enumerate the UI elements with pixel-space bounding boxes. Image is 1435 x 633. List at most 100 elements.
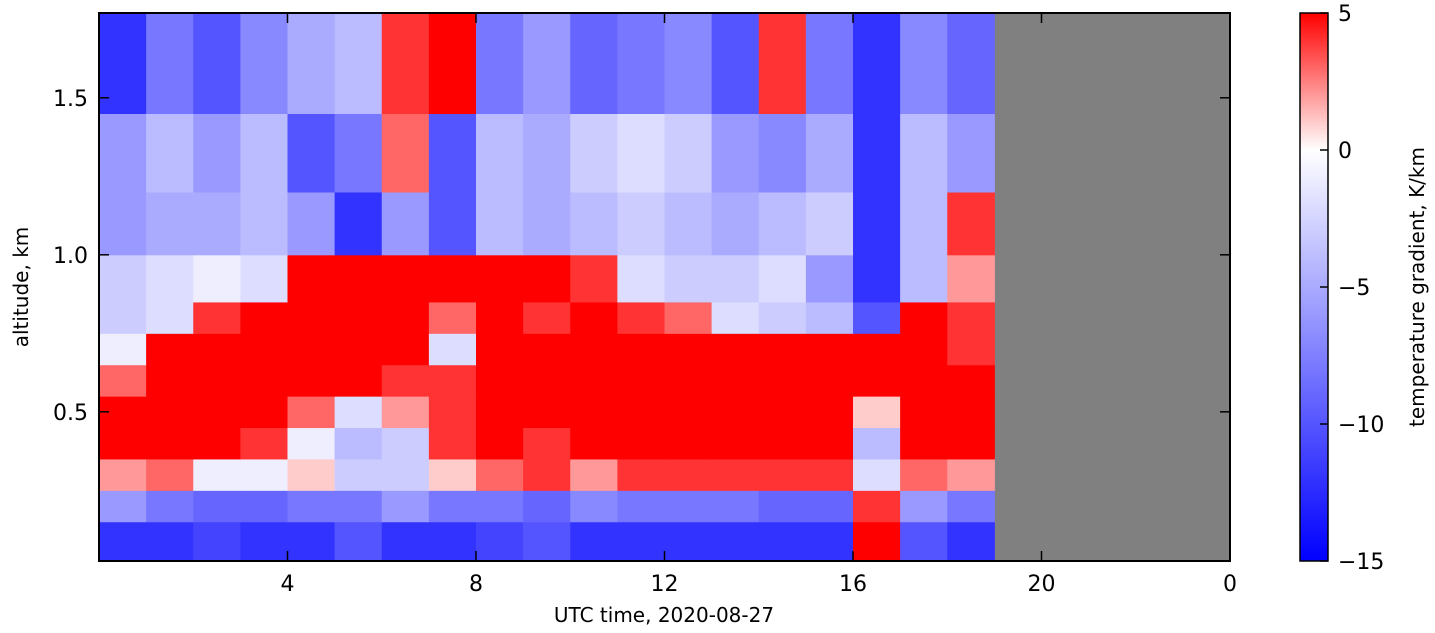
heatmap-cell — [99, 333, 147, 366]
heatmap-cell — [99, 301, 147, 334]
heatmap-cell — [381, 490, 430, 523]
heatmap-cell — [853, 458, 901, 491]
heatmap-cell — [99, 113, 147, 193]
x-tick-label: 4 — [281, 572, 295, 597]
heatmap-cell — [476, 113, 524, 193]
heatmap-cell — [523, 396, 571, 429]
heatmap-cell — [99, 13, 147, 114]
heatmap-cell — [947, 364, 995, 397]
heatmap-cell — [334, 427, 383, 460]
heatmap-cell — [240, 192, 288, 256]
heatmap-cell — [853, 192, 901, 256]
heatmap-cell — [523, 13, 571, 114]
x-tick-label: 20 — [1028, 572, 1056, 597]
heatmap-cell — [617, 396, 665, 429]
heatmap-cell — [758, 13, 807, 114]
heatmap-cell — [947, 254, 995, 303]
heatmap-cell — [381, 427, 430, 460]
heatmap-cell — [428, 364, 477, 397]
heatmap-cell — [287, 113, 336, 193]
heatmap-cell — [570, 364, 618, 397]
heatmap-cell — [947, 13, 995, 114]
heatmap-cell — [193, 458, 241, 491]
heatmap-cell — [711, 427, 760, 460]
heatmap-cell — [334, 254, 383, 303]
heatmap-cell — [570, 396, 618, 429]
heatmap-cell — [523, 301, 571, 334]
heatmap-cell — [193, 301, 241, 334]
heatmap-cell — [664, 427, 713, 460]
heatmap-cell — [240, 13, 288, 114]
heatmap-cell — [617, 113, 665, 193]
heatmap-cell — [428, 396, 477, 429]
heatmap-cell — [428, 192, 477, 256]
heatmap-cell — [947, 301, 995, 334]
heatmap-cell — [334, 301, 383, 334]
heatmap-cell — [947, 427, 995, 460]
heatmap-cell — [758, 333, 807, 366]
heatmap-cell — [193, 521, 241, 562]
heatmap-cell — [617, 301, 665, 334]
heatmap-cell — [805, 364, 854, 397]
heatmap-cell — [428, 301, 477, 334]
heatmap-cell — [99, 427, 147, 460]
heatmap-cell — [240, 333, 288, 366]
heatmap-cell — [146, 427, 194, 460]
heatmap-cell — [900, 301, 948, 334]
heatmap-cell — [711, 254, 760, 303]
heatmap-cell — [287, 521, 336, 562]
heatmap-cell — [853, 521, 901, 562]
heatmap-cell — [570, 254, 618, 303]
heatmap-cell — [381, 254, 430, 303]
heatmap-cell — [900, 192, 948, 256]
x-tick-label: 12 — [651, 572, 679, 597]
heatmap-cell — [428, 490, 477, 523]
heatmap-cell — [664, 192, 713, 256]
colorbar-tick-label: 5 — [1338, 2, 1352, 27]
x-tick-label: 8 — [469, 572, 483, 597]
heatmap-cell — [523, 364, 571, 397]
heatmap-cell — [664, 458, 713, 491]
heatmap-cell — [381, 301, 430, 334]
heatmap-cell — [523, 490, 571, 523]
heatmap-cell — [570, 301, 618, 334]
heatmap-cell — [287, 13, 336, 114]
heatmap-cell — [900, 458, 948, 491]
heatmap-cell — [381, 521, 430, 562]
heatmap-cell — [853, 427, 901, 460]
heatmap-cell — [193, 364, 241, 397]
heatmap-cell — [146, 254, 194, 303]
heatmap-cell — [287, 333, 336, 366]
heatmap-cell — [947, 458, 995, 491]
heatmap-cell — [805, 490, 854, 523]
heatmap-cell — [381, 113, 430, 193]
heatmap-cell — [664, 364, 713, 397]
heatmap-cell — [99, 364, 147, 397]
heatmap-cell — [99, 192, 147, 256]
heatmap-cell — [99, 490, 147, 523]
heatmap-cell — [193, 113, 241, 193]
heatmap-cell — [240, 490, 288, 523]
heatmap-cell — [711, 396, 760, 429]
heatmap-cell — [146, 333, 194, 366]
colorbar-tick-label: −15 — [1338, 550, 1384, 575]
heatmap-cell — [853, 490, 901, 523]
heatmap-cell — [758, 254, 807, 303]
heatmap-cell — [476, 427, 524, 460]
heatmap-cell — [287, 301, 336, 334]
heatmap-cell — [900, 364, 948, 397]
heatmap-cell — [853, 301, 901, 334]
heatmap-cell — [99, 254, 147, 303]
heatmap-cell — [711, 192, 760, 256]
heatmap-cell — [287, 490, 336, 523]
heatmap-cell — [146, 13, 194, 114]
heatmap-cell — [476, 521, 524, 562]
x-tick-label: 16 — [839, 572, 867, 597]
heatmap-cell — [193, 490, 241, 523]
heatmap-cell — [240, 113, 288, 193]
heatmap-cell — [287, 364, 336, 397]
heatmap-cell — [758, 192, 807, 256]
heatmap-cell — [570, 13, 618, 114]
heatmap-cell — [617, 254, 665, 303]
